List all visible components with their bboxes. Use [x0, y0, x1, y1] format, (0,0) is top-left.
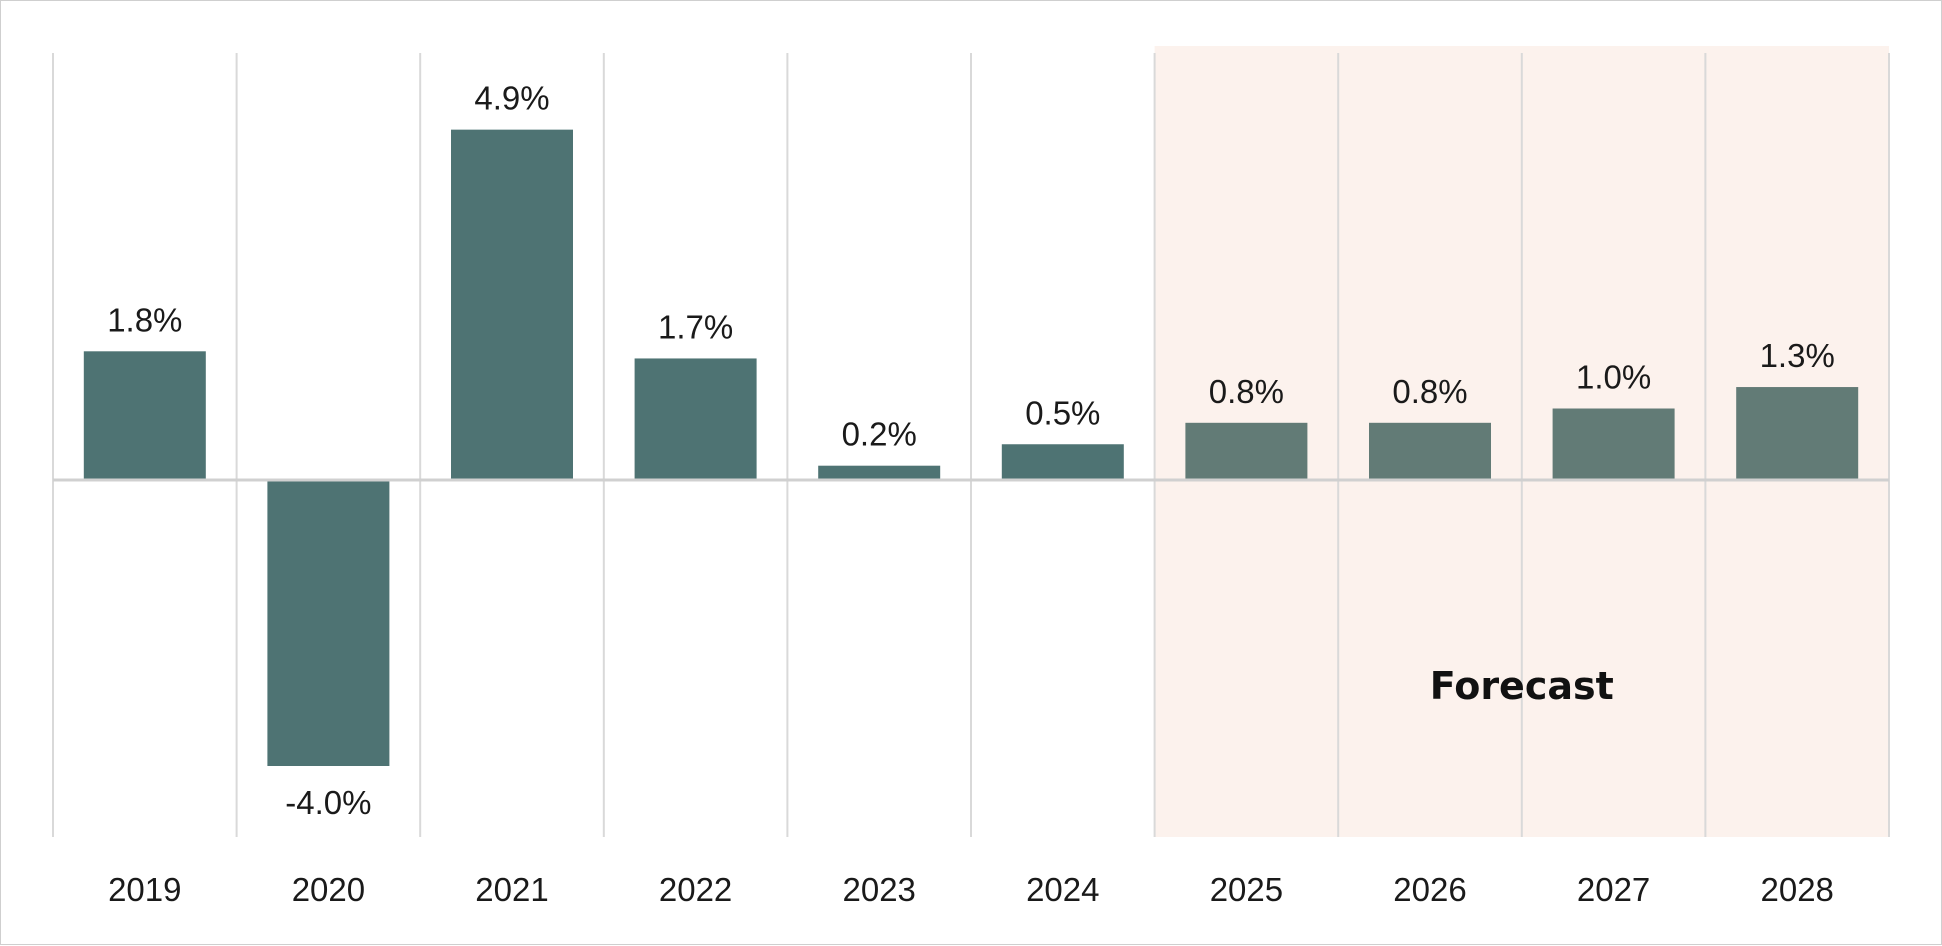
x-tick-label-2028: 2028: [1760, 871, 1833, 908]
x-tick-label-2022: 2022: [659, 871, 732, 908]
labels-layer: 1.8% 2019 -4.0% 2020 4.9% 2021 1.7% 2022 0.2% 202…: [107, 80, 1835, 908]
bars-layer: [83, 129, 1859, 766]
bar-2022: [634, 358, 757, 480]
x-tick-label-2026: 2026: [1393, 871, 1466, 908]
data-label-2025: 0.8%: [1209, 373, 1284, 410]
bar-2025: [1185, 422, 1308, 480]
data-label-2027: 1.0%: [1576, 359, 1651, 396]
data-label-2021: 4.9%: [474, 80, 549, 117]
bar-2020: [267, 480, 390, 766]
bar-2028: [1736, 387, 1859, 480]
x-tick-label-2021: 2021: [475, 871, 548, 908]
x-tick-label-2025: 2025: [1210, 871, 1283, 908]
gridlines-layer: [52, 53, 1890, 837]
x-tick-label-2019: 2019: [108, 871, 181, 908]
data-label-2020: -4.0%: [285, 784, 371, 821]
data-label-2026: 0.8%: [1392, 373, 1467, 410]
x-tick-label-2020: 2020: [292, 871, 365, 908]
x-tick-label-2024: 2024: [1026, 871, 1099, 908]
bar-2024: [1001, 444, 1124, 480]
forecast-label: Forecast: [1430, 664, 1614, 708]
bar-2021: [451, 129, 573, 480]
bar-2019: [83, 351, 206, 480]
x-tick-label-2023: 2023: [842, 871, 915, 908]
data-label-2022: 1.7%: [658, 308, 733, 345]
bar-2023: [818, 465, 941, 480]
data-label-2024: 0.5%: [1025, 394, 1100, 431]
data-label-2023: 0.2%: [842, 416, 917, 453]
data-label-2019: 1.8%: [107, 301, 182, 338]
x-tick-label-2027: 2027: [1577, 871, 1650, 908]
bar-2027: [1552, 408, 1675, 480]
data-label-2028: 1.3%: [1760, 337, 1835, 374]
bar-2026: [1369, 422, 1491, 480]
